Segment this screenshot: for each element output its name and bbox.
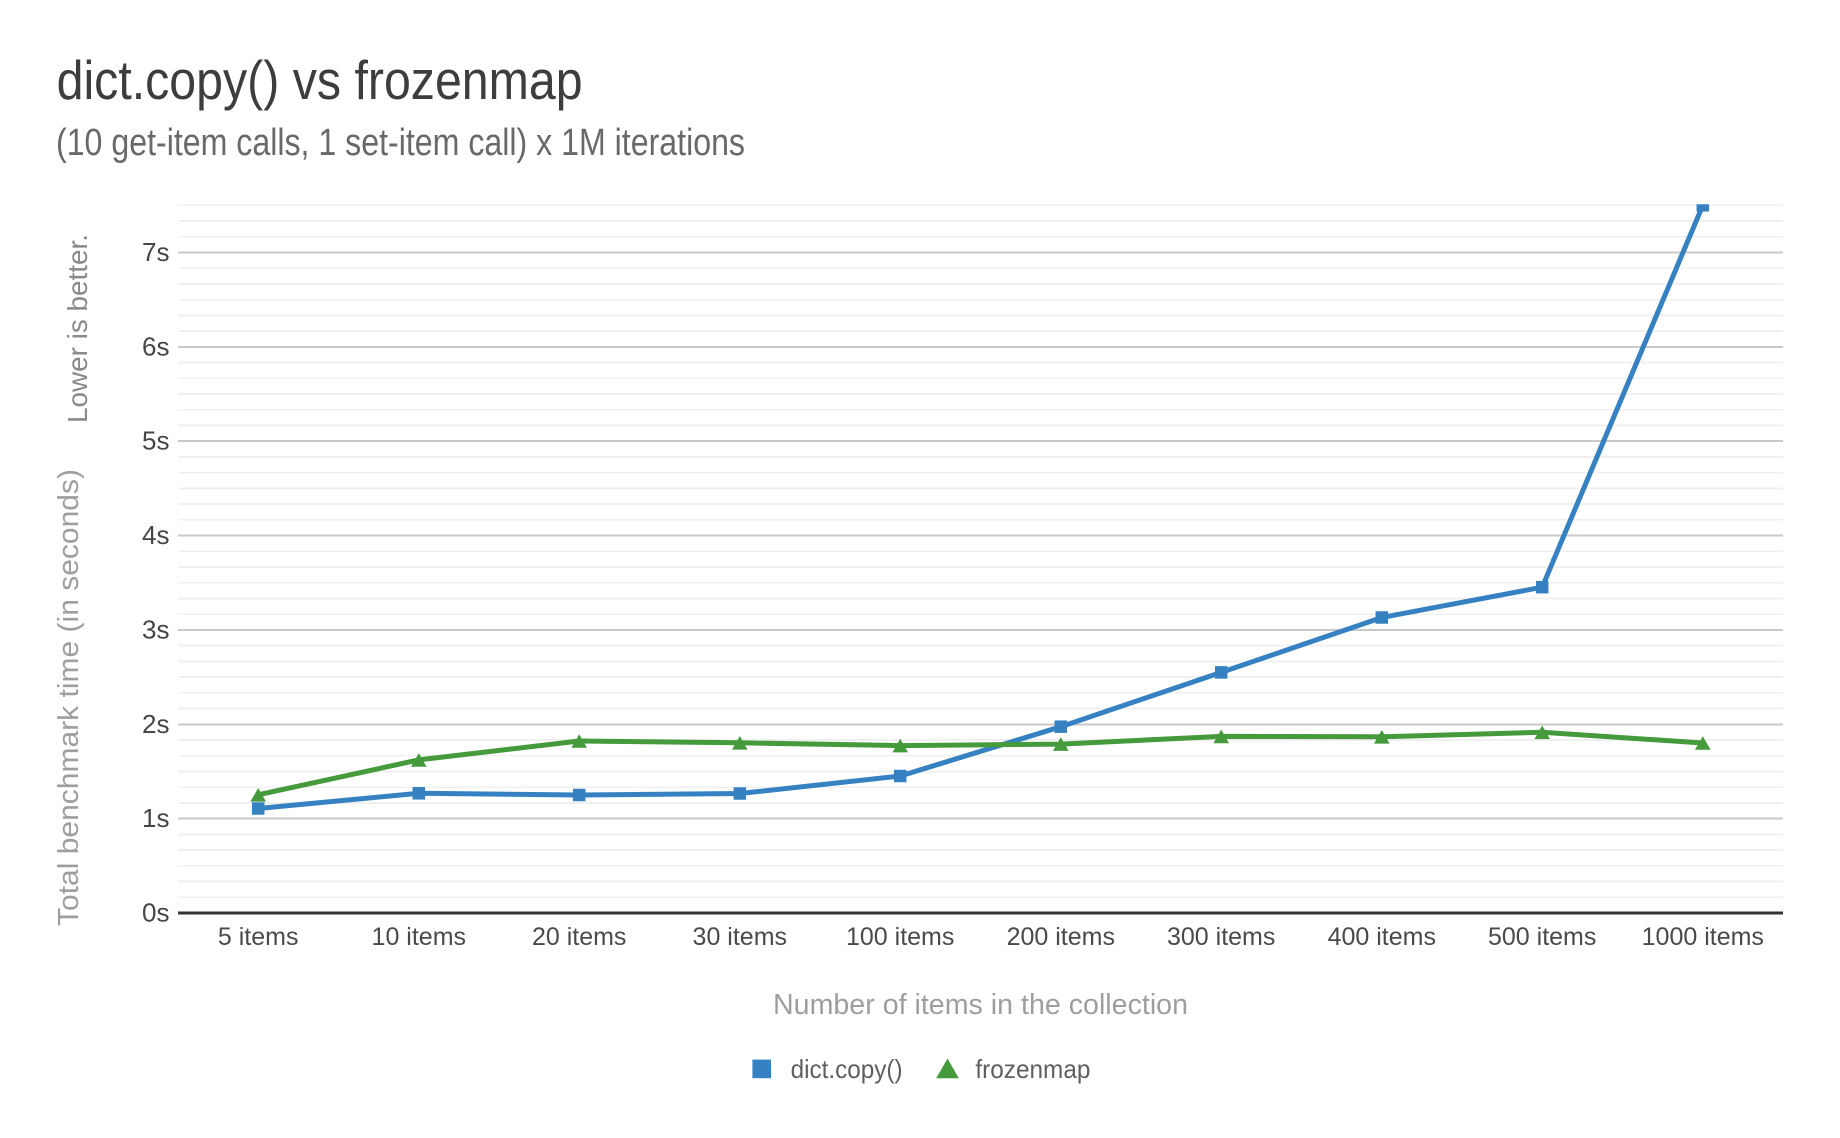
svg-text:4s: 4s	[142, 520, 169, 550]
svg-text:0s: 0s	[142, 898, 169, 928]
svg-text:Lower is better.: Lower is better.	[62, 234, 93, 423]
svg-text:1000 items: 1000 items	[1642, 923, 1764, 951]
svg-text:5s: 5s	[142, 426, 169, 456]
svg-text:500 items: 500 items	[1488, 923, 1596, 951]
svg-text:2s: 2s	[142, 709, 169, 739]
svg-text:400 items: 400 items	[1328, 923, 1436, 951]
svg-text:1s: 1s	[142, 803, 169, 833]
svg-text:6s: 6s	[142, 331, 169, 361]
svg-text:Number of items in the collect: Number of items in the collection	[773, 989, 1188, 1021]
svg-text:dict.copy(): dict.copy()	[791, 1054, 903, 1084]
svg-text:5 items: 5 items	[218, 923, 299, 951]
svg-text:300 items: 300 items	[1167, 923, 1275, 951]
svg-text:3s: 3s	[142, 614, 169, 644]
svg-text:Total benchmark time (in secon: Total benchmark time (in seconds)	[53, 469, 85, 926]
svg-text:20 items: 20 items	[532, 923, 626, 951]
svg-text:100 items: 100 items	[846, 923, 954, 951]
svg-text:200 items: 200 items	[1007, 923, 1115, 951]
svg-text:(10 get-item calls, 1 set-item: (10 get-item calls, 1 set-item call) x 1…	[56, 122, 745, 164]
svg-text:10 items: 10 items	[372, 923, 466, 951]
svg-text:dict.copy() vs frozenmap: dict.copy() vs frozenmap	[57, 49, 583, 111]
svg-text:7s: 7s	[142, 237, 169, 267]
svg-text:frozenmap: frozenmap	[975, 1054, 1090, 1084]
svg-text:30 items: 30 items	[693, 923, 787, 951]
